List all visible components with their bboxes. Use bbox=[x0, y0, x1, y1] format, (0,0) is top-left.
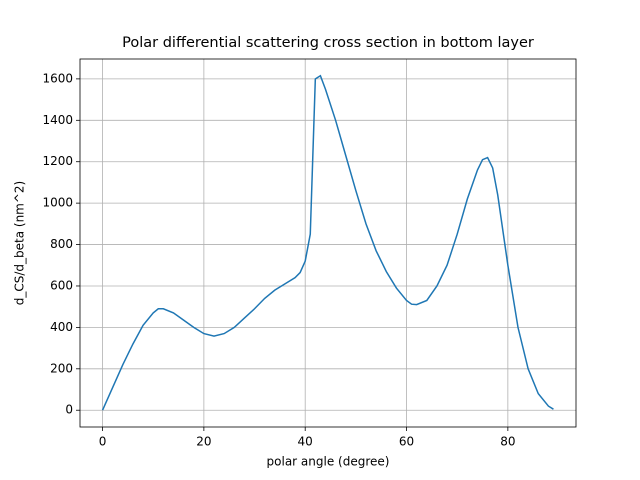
y-axis-label: d_CS/d_beta (nm^2) bbox=[13, 181, 27, 306]
y-tick-label: 1000 bbox=[42, 196, 73, 210]
x-tick-label: 0 bbox=[99, 435, 107, 449]
axes-frame bbox=[79, 58, 577, 428]
x-tick-label: 60 bbox=[399, 435, 414, 449]
grid bbox=[80, 59, 576, 427]
data-line bbox=[101, 74, 554, 411]
y-tick-label: 1600 bbox=[42, 71, 73, 85]
y-tick-label: 400 bbox=[50, 320, 73, 334]
y-tick-label: 600 bbox=[50, 278, 73, 292]
chart-title: Polar differential scattering cross sect… bbox=[122, 35, 534, 51]
y-tick-label: 1400 bbox=[42, 113, 73, 127]
y-tick-label: 1200 bbox=[42, 154, 73, 168]
x-tick-label: 80 bbox=[500, 435, 515, 449]
plot bbox=[101, 74, 554, 411]
x-axis-label: polar angle (degree) bbox=[267, 455, 390, 469]
y-tick-label: 800 bbox=[50, 237, 73, 251]
x-tick-label: 40 bbox=[298, 435, 313, 449]
y-tick-label: 200 bbox=[50, 361, 73, 375]
y-tick-label: 0 bbox=[65, 403, 73, 417]
x-tick-label: 20 bbox=[196, 435, 211, 449]
